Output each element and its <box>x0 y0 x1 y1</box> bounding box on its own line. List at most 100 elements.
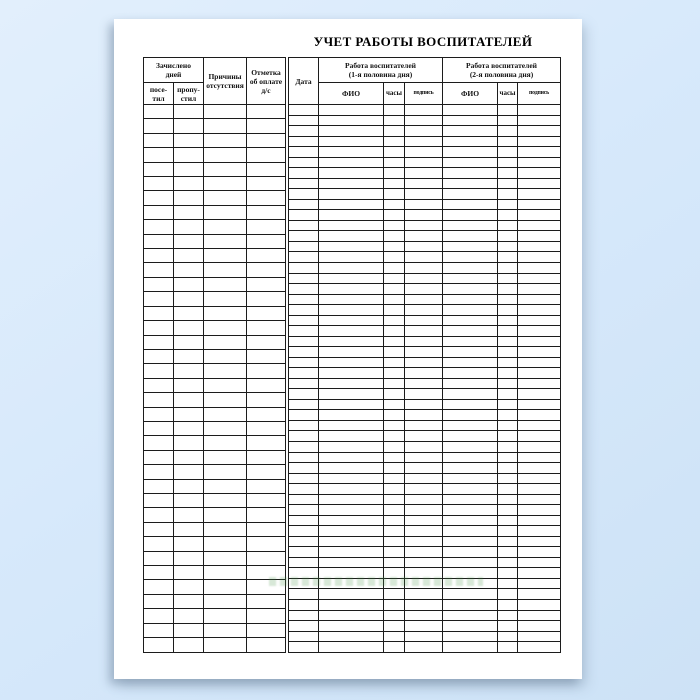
table-cell <box>497 283 519 295</box>
table-cell <box>318 504 384 516</box>
table-cell <box>383 104 405 116</box>
table-cell <box>288 430 319 442</box>
table-row <box>288 451 562 464</box>
table-cell <box>383 167 405 179</box>
table-cell <box>497 483 519 495</box>
table-cell <box>403 304 444 316</box>
table-cell <box>442 630 499 643</box>
table-cell <box>442 514 499 527</box>
table-cell <box>288 167 319 179</box>
table-cell <box>288 335 319 348</box>
table-cell <box>517 577 562 590</box>
table-cell <box>517 472 562 485</box>
table-cell <box>173 420 204 437</box>
table-cell <box>517 283 562 295</box>
table-cell <box>318 325 384 337</box>
table-cell <box>173 637 204 653</box>
header-row: Зачислено дней Причины отсутствия Отметк… <box>143 57 286 105</box>
table-row <box>288 314 562 327</box>
table-cell <box>517 430 562 442</box>
table-row <box>143 348 286 365</box>
table-cell <box>517 367 562 379</box>
table-cell <box>288 104 319 116</box>
table-cell <box>173 334 204 350</box>
table-cell <box>246 420 286 437</box>
table-cell <box>203 348 247 365</box>
table-cell <box>143 608 174 624</box>
table-cell <box>318 577 384 590</box>
table-cell <box>288 346 319 358</box>
table-cell <box>203 233 247 250</box>
table-cell <box>288 504 319 516</box>
table-cell <box>517 514 562 527</box>
table-cell <box>288 535 319 548</box>
table-cell <box>246 637 286 653</box>
table-cell <box>203 579 247 595</box>
table-cell <box>173 291 204 307</box>
table-cell <box>288 567 319 579</box>
table-cell <box>288 588 319 600</box>
table-cell <box>143 406 174 422</box>
table-cell <box>517 398 562 411</box>
header-row: Дата Работа воспитателей (1-я половина д… <box>288 57 562 105</box>
table-cell <box>383 514 405 527</box>
table-cell <box>517 251 562 263</box>
table-cell <box>497 293 519 306</box>
table-cell <box>383 472 405 485</box>
table-cell <box>497 546 519 558</box>
table-cell <box>318 535 384 548</box>
table-cell <box>246 449 286 466</box>
col-header-group-first-half: Работа воспитателей (1-я половина дня) <box>317 57 444 83</box>
table-cell <box>173 521 204 538</box>
table-cell <box>403 409 444 421</box>
col-header-signature-2: подпись <box>517 82 562 105</box>
table-cell <box>288 493 319 506</box>
table-row <box>143 320 286 336</box>
table-cell <box>497 641 519 653</box>
table-cell <box>246 262 286 278</box>
table-row <box>288 325 562 337</box>
table-cell <box>288 261 319 274</box>
table-cell <box>203 521 247 538</box>
table-cell <box>442 367 499 379</box>
table-cell <box>517 535 562 548</box>
table-cell <box>173 320 204 336</box>
table-cell <box>383 335 405 348</box>
table-cell <box>203 492 247 509</box>
table-cell <box>442 441 499 453</box>
table-row <box>143 435 286 451</box>
table-cell <box>383 409 405 421</box>
table-row <box>288 356 562 369</box>
attendance-table: Зачислено дней Причины отсутствия Отметк… <box>143 57 286 653</box>
table-cell <box>383 188 405 200</box>
table-cell <box>203 262 247 278</box>
table-cell <box>497 514 519 527</box>
table-cell <box>442 620 499 632</box>
table-row <box>143 176 286 192</box>
table-row <box>288 567 562 579</box>
table-cell <box>288 240 319 253</box>
table-cell <box>288 419 319 432</box>
table-cell <box>403 556 444 569</box>
table-cell <box>318 514 384 527</box>
table-cell <box>246 320 286 336</box>
table-cell <box>143 622 174 639</box>
table-cell <box>442 104 499 116</box>
table-cell <box>318 419 384 432</box>
table-cell <box>246 276 286 293</box>
table-cell <box>403 641 444 653</box>
table-cell <box>143 161 174 178</box>
table-cell <box>442 209 499 221</box>
table-cell <box>383 609 405 622</box>
table-cell <box>246 622 286 639</box>
table-cell <box>288 598 319 611</box>
table-row <box>288 441 562 453</box>
table-cell <box>517 493 562 506</box>
table-cell <box>403 567 444 579</box>
table-cell <box>442 135 499 148</box>
table-cell <box>173 492 204 509</box>
table-row <box>143 132 286 149</box>
table-row <box>143 593 286 610</box>
table-cell <box>442 556 499 569</box>
table-row <box>288 156 562 169</box>
